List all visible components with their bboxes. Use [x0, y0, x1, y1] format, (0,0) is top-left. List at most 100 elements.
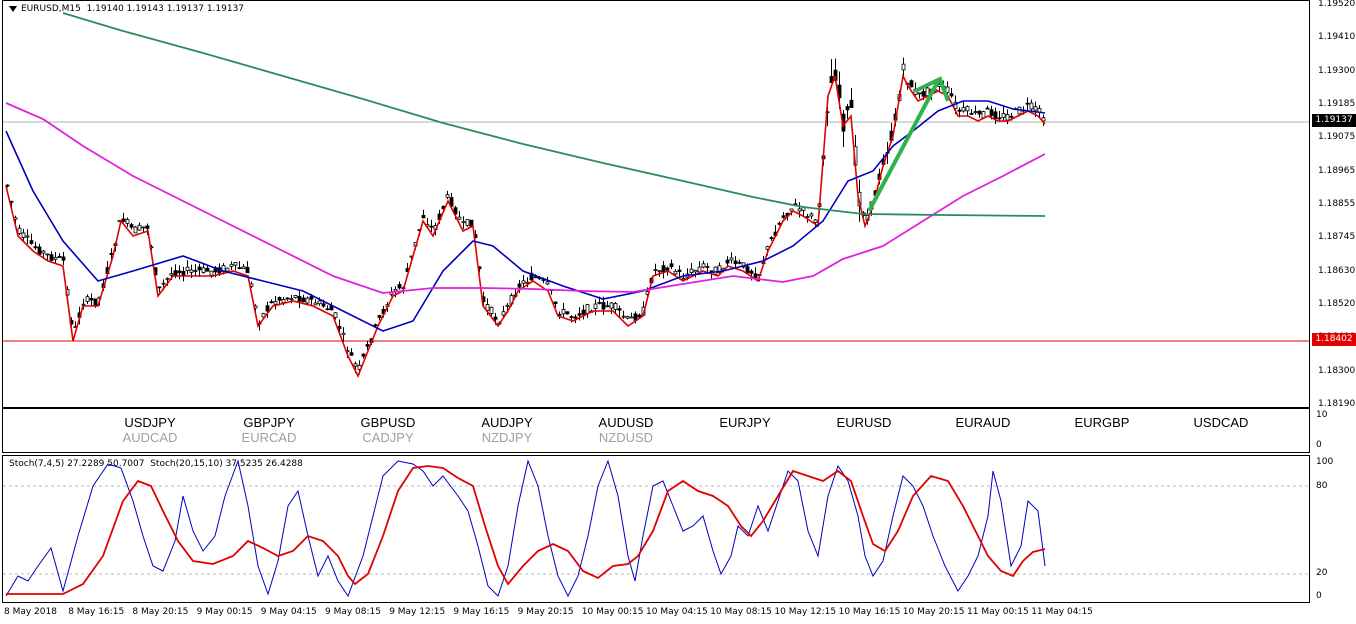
candle-body — [1005, 114, 1010, 121]
candle-body — [293, 295, 298, 298]
candle-body — [597, 301, 602, 304]
candle-body — [849, 99, 854, 108]
candle-body — [133, 226, 138, 234]
symbol-timeframe: EURUSD,M15 — [21, 4, 81, 14]
candle-body — [789, 208, 794, 212]
time-axis-label: 10 May 00:15 — [581, 607, 644, 617]
stochastic-pane[interactable]: Stoch(7,4,5) 27.2289 50.7007 Stoch(20,15… — [2, 455, 1310, 603]
candle-body — [309, 296, 314, 300]
candle-body — [745, 266, 750, 274]
time-axis-label: 9 May 20:15 — [517, 607, 574, 617]
symbol-button-gbpjpy[interactable]: GBPJPY EURCAD — [219, 415, 319, 445]
candle-body — [273, 301, 278, 305]
candle-body — [137, 224, 142, 231]
symbol-button-gbpusd[interactable]: GBPUSD CADJPY — [338, 415, 438, 445]
time-axis-label: 11 May 04:15 — [1031, 607, 1093, 617]
candle-body — [1009, 115, 1014, 118]
candle-body — [993, 111, 998, 119]
candle-body — [377, 315, 382, 318]
candle-body — [573, 316, 578, 319]
symbol-sub-label[interactable]: NZDJPY — [481, 430, 533, 445]
candle-body — [181, 271, 186, 276]
time-axis-label: 9 May 00:15 — [196, 607, 253, 617]
candle-body — [521, 280, 526, 284]
candle-body — [985, 107, 990, 110]
candle-body — [301, 297, 306, 303]
candle-body — [89, 298, 94, 301]
candle-body — [61, 256, 66, 261]
candle-body — [673, 270, 678, 275]
time-axis-label: 8 May 2018 — [4, 607, 57, 617]
candle-body — [585, 304, 590, 314]
candle-body — [693, 269, 698, 273]
candle-body — [489, 306, 494, 314]
symbol-button-usdjpy[interactable]: USDJPY AUDCAD — [100, 415, 200, 445]
candle-body — [461, 221, 466, 224]
candle-body — [125, 219, 130, 224]
candle-body — [1041, 117, 1046, 122]
candle-body — [657, 270, 662, 273]
candle-body — [45, 253, 50, 256]
candle-body — [733, 260, 738, 265]
trend-arrow-head-icon — [914, 76, 950, 102]
symbol-main-label: GBPJPY — [243, 415, 295, 430]
symbol-button-audusd[interactable]: AUDUSD NZDUSD — [576, 415, 676, 445]
candle-body — [197, 266, 202, 271]
symbol-sub-label[interactable]: NZDUSD — [598, 430, 654, 445]
candle-body — [245, 266, 250, 274]
candle-body — [593, 303, 598, 309]
candle-body — [141, 226, 146, 229]
symbol-button-eurgbp[interactable]: EURGBP — [1052, 415, 1152, 430]
symbol-button-audjpy[interactable]: AUDJPY NZDJPY — [457, 415, 557, 445]
price-axis-label: 1.18965 — [1318, 166, 1356, 176]
candle-body — [29, 240, 34, 244]
candle-body — [57, 255, 62, 258]
candle-body — [161, 282, 166, 285]
stoch-label-1: Stoch(7,4,5) 27.2289 50.7007 — [9, 459, 145, 469]
price-axis-label: 1.18300 — [1318, 366, 1356, 376]
chart-title: EURUSD,M15 1.19140 1.19143 1.19137 1.191… — [9, 4, 244, 14]
symbol-button-eurusd[interactable]: EURUSD — [814, 415, 914, 430]
candle-body — [121, 218, 126, 222]
candle-body — [565, 311, 570, 315]
symbol-button-usdcad[interactable]: USDCAD — [1171, 415, 1271, 430]
candle-body — [341, 332, 346, 336]
price-chart-canvas[interactable] — [3, 1, 1309, 407]
symbol-selector-pane: USDJPY AUDCAD GBPJPY EURCAD GBPUSD CADJPY AUDJ… — [2, 408, 1310, 453]
symbol-sub-label[interactable]: AUDCAD — [122, 430, 178, 445]
symbol-sub-label[interactable]: EURCAD — [241, 430, 297, 445]
time-axis-label: 11 May 00:15 — [967, 607, 1029, 617]
symbol-button-eurjpy[interactable]: EURJPY — [695, 415, 795, 430]
candle-body — [953, 101, 958, 110]
trend-arrow-line — [867, 80, 940, 212]
candle-body — [185, 266, 190, 271]
candle-body — [41, 250, 46, 254]
symbol-button-euraud[interactable]: EURAUD — [933, 415, 1033, 430]
candle-body — [561, 309, 566, 315]
candle-body — [85, 296, 90, 302]
candle-body — [517, 283, 522, 288]
price-chart-pane[interactable]: EURUSD,M15 1.19140 1.19143 1.19137 1.191… — [2, 0, 1310, 408]
symbol-axis-bottom: 0 — [1316, 440, 1322, 450]
price-axis-label: 1.18520 — [1318, 299, 1356, 309]
candle-body — [321, 303, 326, 307]
symbol-main-label: USDJPY — [124, 415, 176, 430]
candle-body — [157, 286, 162, 289]
candle-body — [17, 227, 22, 234]
symbol-main-label: EURAUD — [955, 415, 1011, 430]
price-axis-label: 1.19075 — [1318, 132, 1356, 142]
candle-body — [781, 215, 786, 218]
candle-body — [925, 87, 930, 97]
candle-body — [949, 93, 954, 97]
stochastic-canvas[interactable] — [3, 456, 1309, 602]
candle-body — [373, 324, 378, 327]
candle-body — [349, 352, 354, 356]
candle-body — [265, 305, 270, 312]
collapse-triangle-icon[interactable] — [9, 5, 17, 12]
candle-body — [681, 277, 686, 280]
candle-body — [1025, 102, 1030, 105]
candle-body — [965, 106, 970, 112]
candle-body — [629, 316, 634, 319]
candle-body — [961, 107, 966, 112]
symbol-sub-label[interactable]: CADJPY — [362, 430, 414, 445]
